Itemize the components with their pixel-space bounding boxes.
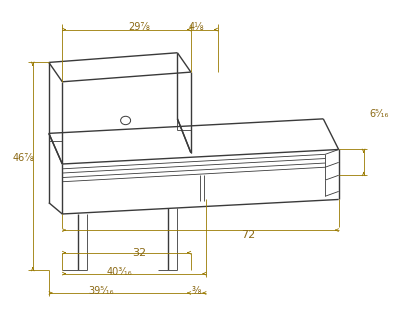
Text: 46⅞: 46⅞ — [13, 153, 35, 163]
Text: 40³⁄₁₆: 40³⁄₁₆ — [107, 267, 133, 277]
Text: ⅜: ⅜ — [192, 286, 201, 297]
Text: 72: 72 — [241, 230, 256, 240]
Text: 32: 32 — [132, 248, 146, 258]
Text: 39⁵⁄₁₆: 39⁵⁄₁₆ — [88, 286, 113, 297]
Text: 6⁵⁄₁₆: 6⁵⁄₁₆ — [369, 109, 389, 119]
Text: 29⅞: 29⅞ — [128, 22, 150, 32]
Text: 4⅛: 4⅛ — [189, 22, 205, 32]
